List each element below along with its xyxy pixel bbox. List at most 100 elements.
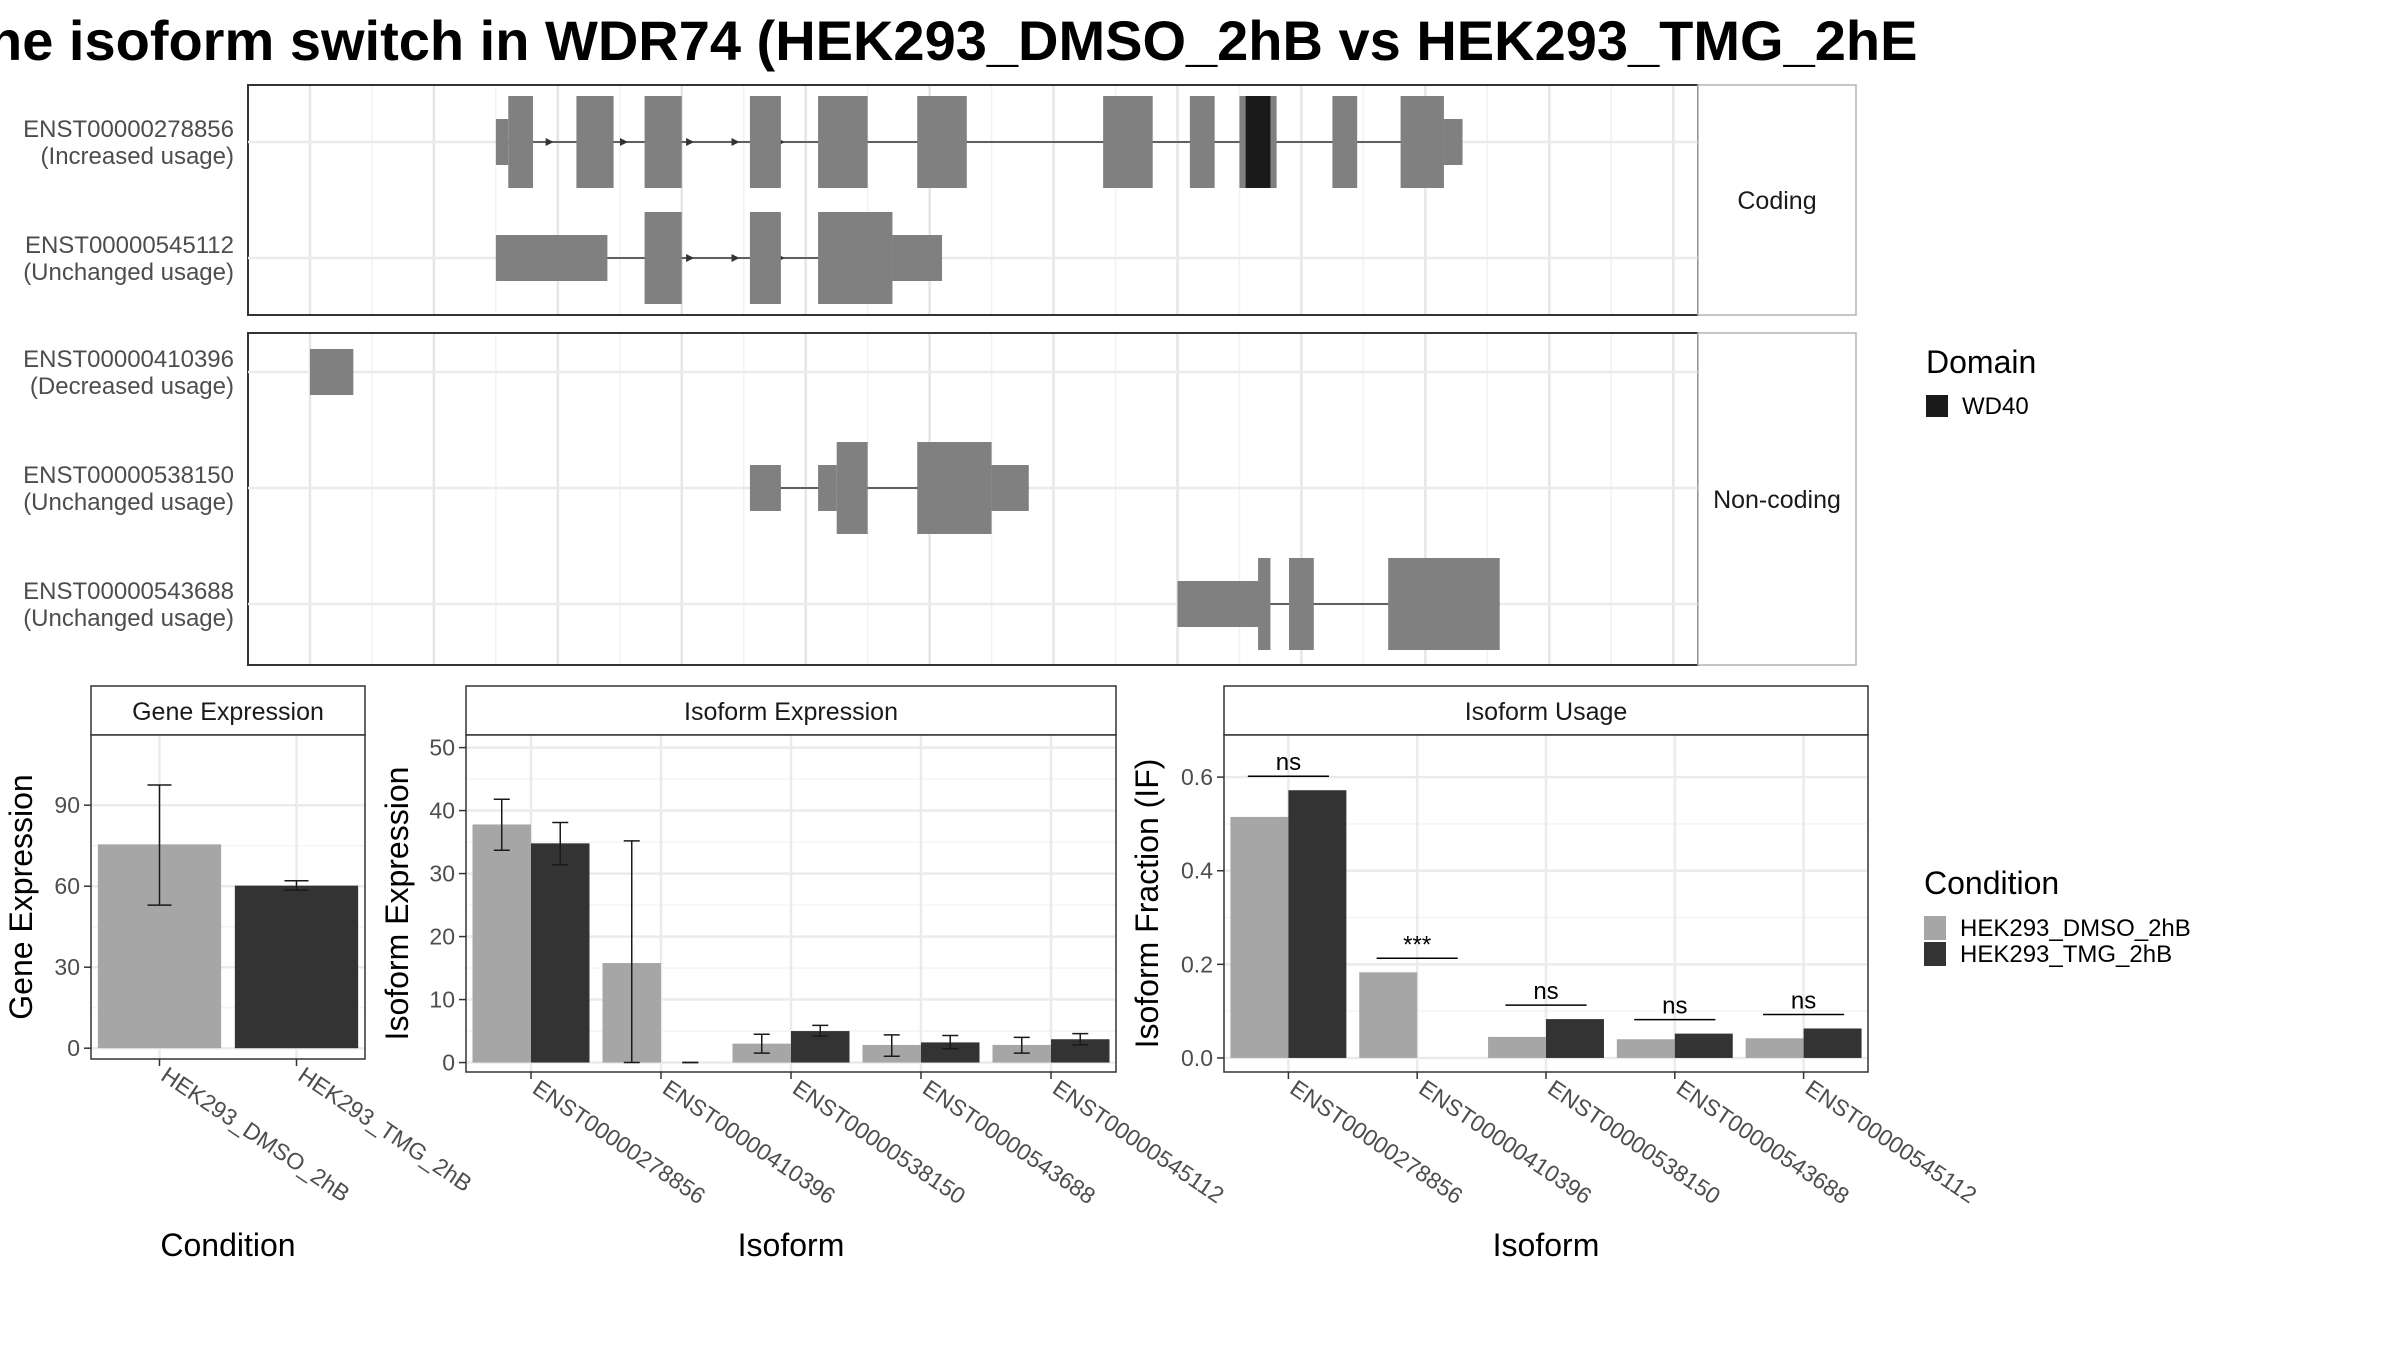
bar [531, 843, 590, 1063]
x-axis-title: Condition [160, 1227, 295, 1263]
isoform-id-label: ENST00000278856 [23, 116, 234, 143]
isoform-expression-chart: Isoform Expression01020304050ENST0000027… [379, 685, 1229, 1263]
exon-coding [1189, 96, 1215, 188]
bar [1745, 1038, 1804, 1058]
strand-arrow [686, 254, 695, 262]
y-axis-title: Isoform Fraction (IF) [1129, 759, 1165, 1049]
exon-utr [495, 235, 608, 281]
y-tick-label: 10 [429, 987, 455, 1013]
y-tick-label: 90 [54, 792, 80, 818]
strand-arrow [619, 138, 628, 146]
facet-strip [90, 685, 366, 736]
y-tick-label: 40 [429, 798, 455, 824]
significance-label: ns [1533, 978, 1558, 1005]
isoform-usage-label: (Increased usage) [41, 143, 234, 170]
domain-legend-label: WD40 [1962, 393, 2029, 420]
bar [472, 824, 531, 1063]
bar [1674, 1033, 1733, 1058]
y-tick-label: 0.6 [1181, 764, 1213, 790]
y-tick-label: 50 [429, 735, 455, 761]
y-tick-label: 0.2 [1181, 951, 1213, 977]
isoforms-noncoding [309, 349, 1500, 650]
y-axis-title: Isoform Expression [379, 767, 415, 1041]
isoform-id-label: ENST00000543688 [23, 578, 234, 605]
exon-coding [818, 96, 868, 188]
significance-label: ns [1791, 987, 1816, 1014]
exon-utr [991, 465, 1029, 511]
facet-label-noncoding: Non-coding [1713, 486, 1841, 514]
exon-coding [749, 212, 781, 304]
x-axis-title: Isoform [738, 1227, 845, 1263]
bar [1051, 1039, 1110, 1063]
exon-coding [917, 96, 967, 188]
condition-legend: Condition HEK293_DMSO_2hB HEK293_TMG_2hB [1924, 865, 2191, 968]
condition-legend-title: Condition [1924, 865, 2059, 901]
panel-border [90, 734, 366, 1060]
exon-coding [917, 442, 992, 534]
facet-label-coding: Coding [1737, 187, 1816, 215]
bar [1803, 1028, 1862, 1058]
significance-label: ns [1662, 993, 1687, 1020]
bar [1546, 1019, 1604, 1058]
facet-strip [1223, 685, 1869, 736]
isoform-usage-label: (Unchanged usage) [23, 489, 234, 516]
y-tick-label: 0 [67, 1035, 80, 1061]
y-tick-label: 60 [54, 873, 80, 899]
exon-coding [749, 96, 781, 188]
condition-legend-label-dmso: HEK293_DMSO_2hB [1960, 915, 2191, 942]
x-axis-title: Isoform [1493, 1227, 1600, 1263]
exon-utr [892, 235, 943, 281]
structure-panel-coding: Coding [247, 84, 1857, 316]
grid-coding [248, 86, 1698, 314]
y-tick-label: 0 [442, 1050, 455, 1076]
exon-utr [749, 465, 781, 511]
exon-coding [1332, 96, 1358, 188]
exon-utr [495, 119, 509, 165]
exon-coding [1289, 558, 1314, 650]
significance-label: *** [1403, 931, 1431, 958]
structure-panel-noncoding: Non-coding [247, 332, 1857, 666]
condition-legend-label-tmg: HEK293_TMG_2hB [1960, 941, 2172, 968]
facet-strip-label: Isoform Expression [684, 698, 898, 726]
exon-utr [818, 465, 837, 511]
y-tick-label: 30 [429, 861, 455, 887]
domain-wd40 [1245, 96, 1271, 188]
strand-arrow [731, 138, 740, 146]
strand-arrow [686, 138, 695, 146]
isoform-usage-label: (Unchanged usage) [23, 605, 234, 632]
bar [1616, 1039, 1675, 1058]
exon-coding [1258, 558, 1271, 650]
strand-arrow [731, 254, 740, 262]
exon-coding [576, 96, 614, 188]
bar [1288, 790, 1347, 1058]
y-tick-label: 0.4 [1181, 858, 1213, 884]
facet-strip-label: Gene Expression [132, 698, 324, 726]
bar [1230, 816, 1289, 1058]
bar [234, 885, 359, 1049]
domain-legend: Domain WD40 [1926, 344, 2036, 420]
exon-coding [644, 96, 682, 188]
y-tick-label: 0.0 [1181, 1045, 1213, 1071]
exon-utr [309, 349, 354, 395]
isoform-id-label: ENST00000410396 [23, 346, 234, 373]
exon-utr [1443, 119, 1463, 165]
y-tick-label: 20 [429, 924, 455, 950]
strand-arrow [545, 138, 554, 146]
exon-coding [818, 212, 893, 304]
exon-coding [836, 442, 868, 534]
isoform-usage-label: (Decreased usage) [30, 373, 234, 400]
isoform-row-labels: ENST00000278856(Increased usage) ENST0000… [23, 116, 234, 632]
y-axis-title: Gene Expression [3, 774, 39, 1019]
bar [1488, 1036, 1546, 1058]
isoform-id-label: ENST00000545112 [25, 232, 234, 259]
exon-coding [1400, 96, 1444, 188]
isoforms-coding [495, 96, 1463, 304]
y-tick-label: 30 [54, 954, 80, 980]
bar [921, 1042, 980, 1063]
exon-coding [508, 96, 534, 188]
domain-legend-key [1926, 395, 1948, 417]
bar [1359, 972, 1418, 1058]
significance-label: ns [1276, 749, 1301, 776]
